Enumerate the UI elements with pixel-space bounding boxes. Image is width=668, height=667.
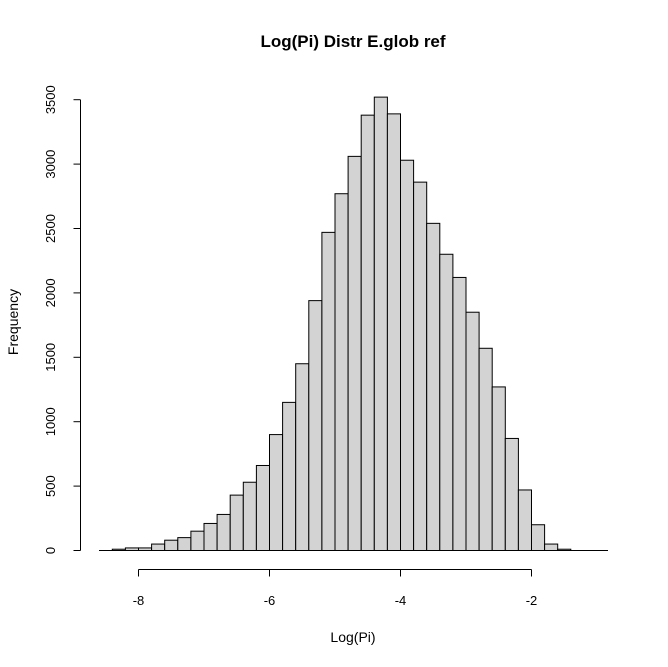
y-axis: 0 500 1000 1500 2000 2500 3000 3500 — [43, 85, 81, 554]
histogram-bar — [203, 522, 218, 552]
histogram-bar — [517, 489, 533, 551]
histogram-bar — [413, 181, 428, 552]
y-tick-label: 2000 — [43, 278, 58, 307]
histogram-bar — [216, 513, 231, 551]
x-tick-label: -2 — [526, 593, 538, 608]
y-axis-label: Frequency — [5, 289, 21, 355]
histogram-bar — [426, 222, 441, 552]
histogram-bar — [347, 155, 362, 551]
histogram-bar — [478, 347, 493, 551]
y-tick-label: 2500 — [43, 214, 58, 243]
x-tick-label: -6 — [264, 593, 276, 608]
chart-title: Log(Pi) Distr E.glob ref — [260, 32, 445, 51]
bars-group — [111, 96, 572, 552]
histogram-bar — [373, 96, 388, 552]
y-tick-label: 500 — [43, 475, 58, 497]
histogram-bar — [439, 253, 454, 551]
histogram-bar — [177, 537, 192, 551]
histogram-bar — [190, 530, 205, 551]
histogram-bar — [151, 543, 166, 551]
x-axis: -8 -6 -4 -2 — [133, 569, 538, 608]
histogram-bar — [321, 231, 336, 551]
histogram-bar — [452, 276, 467, 551]
histogram-bar — [282, 401, 297, 551]
x-axis-label: Log(Pi) — [330, 629, 375, 645]
histogram-bar — [360, 114, 375, 551]
histogram-bar — [164, 539, 179, 551]
y-tick-label: 3000 — [43, 150, 58, 179]
histogram-bar — [400, 159, 415, 551]
histogram-bar — [255, 464, 270, 552]
histogram-bar — [504, 437, 519, 551]
histogram-bar — [465, 311, 480, 551]
x-tick-label: -4 — [395, 593, 407, 608]
histogram-bar — [242, 481, 257, 551]
histogram-bar — [308, 300, 323, 551]
y-tick-label: 0 — [43, 547, 58, 554]
histogram-bar — [386, 113, 401, 551]
x-tick-label: -8 — [133, 593, 145, 608]
histogram-bar — [295, 363, 310, 551]
y-tick-label: 1000 — [43, 407, 58, 436]
y-tick-label: 3500 — [43, 85, 58, 114]
y-tick-label: 1500 — [43, 343, 58, 372]
histogram-bar — [531, 524, 546, 551]
histogram-bar — [269, 434, 284, 551]
histogram-bar — [229, 494, 244, 551]
histogram-bar — [491, 386, 506, 552]
histogram-bar — [544, 543, 559, 551]
histogram-bar — [334, 193, 349, 551]
